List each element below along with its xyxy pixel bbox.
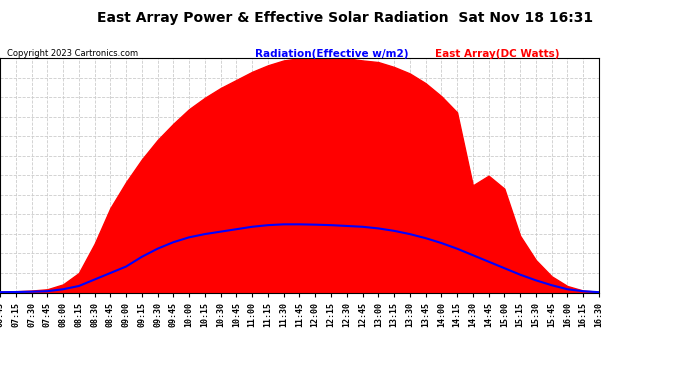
Text: Copyright 2023 Cartronics.com: Copyright 2023 Cartronics.com — [7, 49, 138, 58]
Text: Radiation(Effective w/m2): Radiation(Effective w/m2) — [255, 49, 408, 59]
Text: East Array Power & Effective Solar Radiation  Sat Nov 18 16:31: East Array Power & Effective Solar Radia… — [97, 11, 593, 25]
Text: East Array(DC Watts): East Array(DC Watts) — [435, 49, 559, 59]
